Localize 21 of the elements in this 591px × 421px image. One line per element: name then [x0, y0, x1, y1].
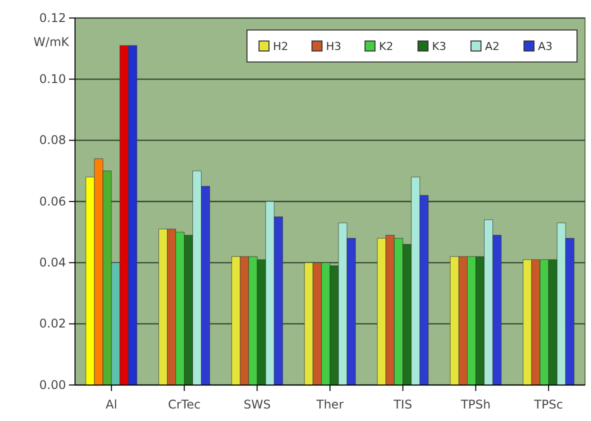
- legend-label: K2: [379, 40, 394, 53]
- legend-label: A3: [538, 40, 553, 53]
- y-tick-label: 0.00: [39, 378, 66, 392]
- x-tick-label: TPSc: [533, 397, 563, 412]
- x-tick-label: SWS: [244, 397, 271, 412]
- x-tick-label: TPSh: [460, 397, 491, 412]
- y-tick-label: 0.04: [39, 256, 66, 270]
- y-tick-label: 0.10: [39, 72, 66, 86]
- x-tick-label: TIS: [392, 397, 412, 412]
- x-tick-label: CrTec: [168, 397, 201, 412]
- legend-label: K3: [432, 40, 446, 53]
- y-tick-label: 0.12: [39, 10, 66, 25]
- legend-label: A2: [485, 40, 500, 53]
- legend-label: H3: [326, 40, 342, 53]
- y-tick-label: 0.08: [39, 133, 66, 148]
- y-tick-label: 0.06: [39, 194, 66, 208]
- y-tick-label: 0.02: [39, 316, 66, 331]
- legend-label: H2: [273, 40, 288, 53]
- y-axis-title: W/mK: [34, 35, 70, 49]
- x-tick-label: Ther: [315, 397, 344, 412]
- x-tick-label: Al: [106, 397, 118, 412]
